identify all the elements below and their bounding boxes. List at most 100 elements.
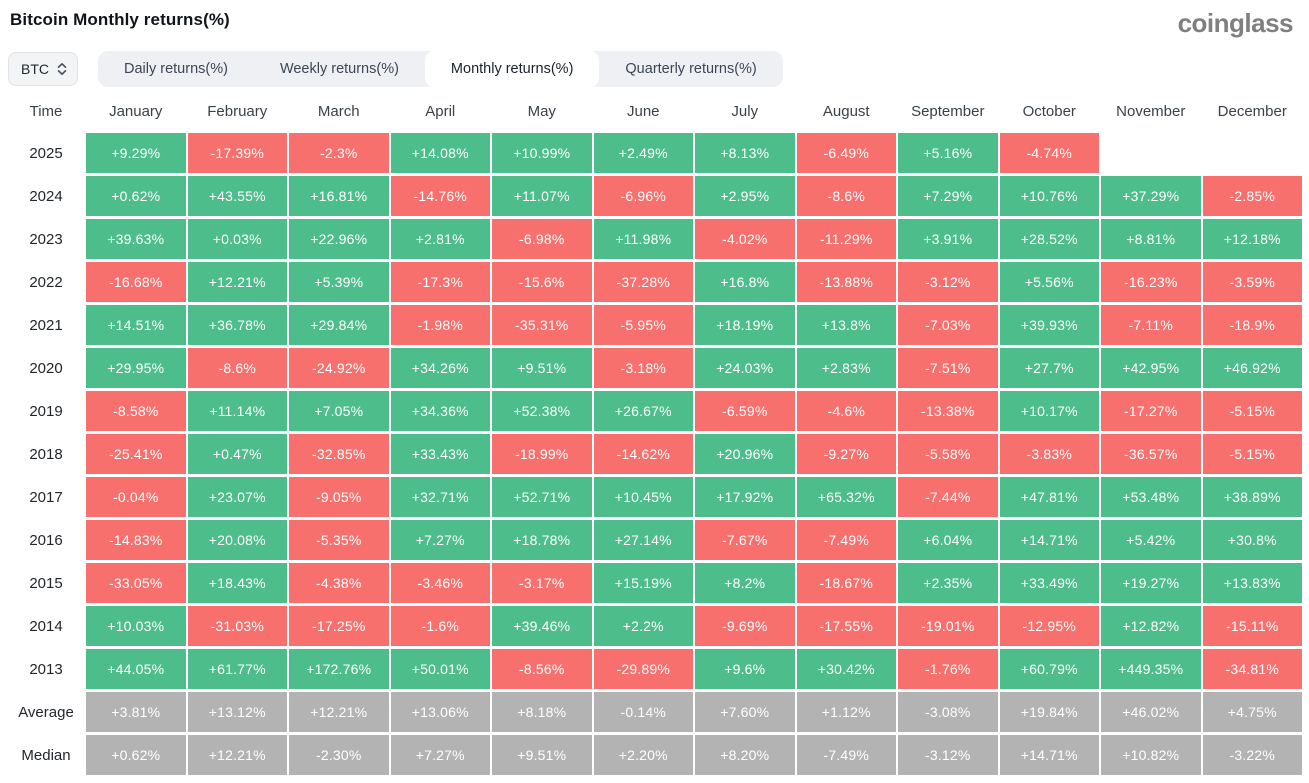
return-cell: +14.71% [999, 735, 1099, 775]
symbol-select[interactable]: BTC [8, 52, 78, 86]
return-cell: -29.89% [593, 649, 693, 689]
return-cell: +14.51% [86, 305, 186, 345]
row-label: 2022 [29, 273, 63, 291]
tab-weekly[interactable]: Weekly returns(%) [254, 51, 425, 87]
caret-up-down-icon [57, 62, 67, 76]
return-cell: +2.83% [796, 348, 896, 388]
return-cell: -18.67% [796, 563, 896, 603]
return-cell: -14.83% [86, 520, 186, 560]
return-cell: -18.99% [492, 434, 592, 474]
return-cell: -8.6% [796, 176, 896, 216]
return-cell: -3.12% [898, 262, 998, 302]
return-cell: +24.03% [695, 348, 795, 388]
return-cell: +18.19% [695, 305, 795, 345]
return-cell: +2.2% [593, 606, 693, 646]
row-label: 2021 [29, 316, 63, 334]
column-header: March [317, 103, 360, 120]
return-cell: +14.08% [390, 133, 490, 173]
return-cell: -3.08% [898, 692, 998, 732]
return-cell: +6.04% [898, 520, 998, 560]
return-cell: +0.62% [86, 735, 186, 775]
return-cell: -16.68% [86, 262, 186, 302]
return-cell: +0.03% [187, 219, 287, 259]
return-cell: +10.82% [1101, 735, 1201, 775]
return-cell: +2.35% [898, 563, 998, 603]
return-cell: -8.6% [187, 348, 287, 388]
return-cell: +11.07% [492, 176, 592, 216]
return-cell: -5.15% [1202, 391, 1302, 431]
return-cell: -31.03% [187, 606, 287, 646]
return-cell: +33.49% [999, 563, 1099, 603]
return-cell: +7.60% [695, 692, 795, 732]
return-cell: -9.27% [796, 434, 896, 474]
tab-daily[interactable]: Daily returns(%) [98, 51, 254, 87]
return-cell: -5.95% [593, 305, 693, 345]
row-label: 2017 [29, 488, 63, 506]
return-cell: -8.58% [86, 391, 186, 431]
return-cell: +18.78% [492, 520, 592, 560]
return-cell: -6.49% [796, 133, 896, 173]
row-label: 2023 [29, 230, 63, 248]
tab-monthly[interactable]: Monthly returns(%) [424, 51, 600, 87]
return-cell: +12.21% [187, 262, 287, 302]
return-cell: -3.59% [1202, 262, 1302, 302]
return-cell: -4.74% [999, 133, 1099, 173]
return-cell: +30.42% [796, 649, 896, 689]
row-label: 2016 [29, 531, 63, 549]
return-cell: +27.14% [593, 520, 693, 560]
return-cell: -15.6% [492, 262, 592, 302]
return-cell: -7.44% [898, 477, 998, 517]
return-cell: +65.32% [796, 477, 896, 517]
return-cell: +61.77% [187, 649, 287, 689]
return-cell: -1.76% [898, 649, 998, 689]
return-cell: +8.81% [1101, 219, 1201, 259]
return-cell: -33.05% [86, 563, 186, 603]
column-header: December [1217, 103, 1287, 120]
return-cell: +15.19% [593, 563, 693, 603]
return-cell: +22.96% [289, 219, 389, 259]
return-cell: +16.8% [695, 262, 795, 302]
return-cell: +5.39% [289, 262, 389, 302]
return-cell: -3.18% [593, 348, 693, 388]
return-cell: +449.35% [1101, 649, 1201, 689]
return-cell: +9.51% [492, 348, 592, 388]
return-cell: +11.14% [187, 391, 287, 431]
return-cell: +172.76% [289, 649, 389, 689]
return-cell: -3.22% [1202, 735, 1302, 775]
tab-quarterly[interactable]: Quarterly returns(%) [599, 51, 782, 87]
return-cell: +9.29% [86, 133, 186, 173]
return-cell: +34.26% [390, 348, 490, 388]
column-header: April [425, 103, 456, 120]
return-cell: +32.71% [390, 477, 490, 517]
return-cell: -7.51% [898, 348, 998, 388]
tab-bar: Daily returns(%) Weekly returns(%) Monthly… [98, 51, 783, 87]
return-cell: -3.83% [999, 434, 1099, 474]
return-cell: -32.85% [289, 434, 389, 474]
return-cell: -17.27% [1101, 391, 1201, 431]
return-cell: +7.27% [390, 735, 490, 775]
return-cell: +7.05% [289, 391, 389, 431]
return-cell [1101, 133, 1201, 173]
return-cell: -12.95% [999, 606, 1099, 646]
return-cell: -9.69% [695, 606, 795, 646]
return-cell: -15.11% [1202, 606, 1302, 646]
return-cell: +47.81% [999, 477, 1099, 517]
return-cell: +38.89% [1202, 477, 1302, 517]
return-cell: +46.92% [1202, 348, 1302, 388]
return-cell: -13.88% [796, 262, 896, 302]
return-cell: -14.62% [593, 434, 693, 474]
return-cell: +53.48% [1101, 477, 1201, 517]
return-cell: +10.99% [492, 133, 592, 173]
return-cell: +33.43% [390, 434, 490, 474]
return-cell: -3.12% [898, 735, 998, 775]
return-cell: -13.38% [898, 391, 998, 431]
return-cell: +27.7% [999, 348, 1099, 388]
row-label: Median [21, 746, 71, 764]
return-cell: -1.98% [390, 305, 490, 345]
row-label: 2018 [29, 445, 63, 463]
return-cell: -24.92% [289, 348, 389, 388]
return-cell: -4.38% [289, 563, 389, 603]
return-cell: +9.6% [695, 649, 795, 689]
return-cell: +28.52% [999, 219, 1099, 259]
